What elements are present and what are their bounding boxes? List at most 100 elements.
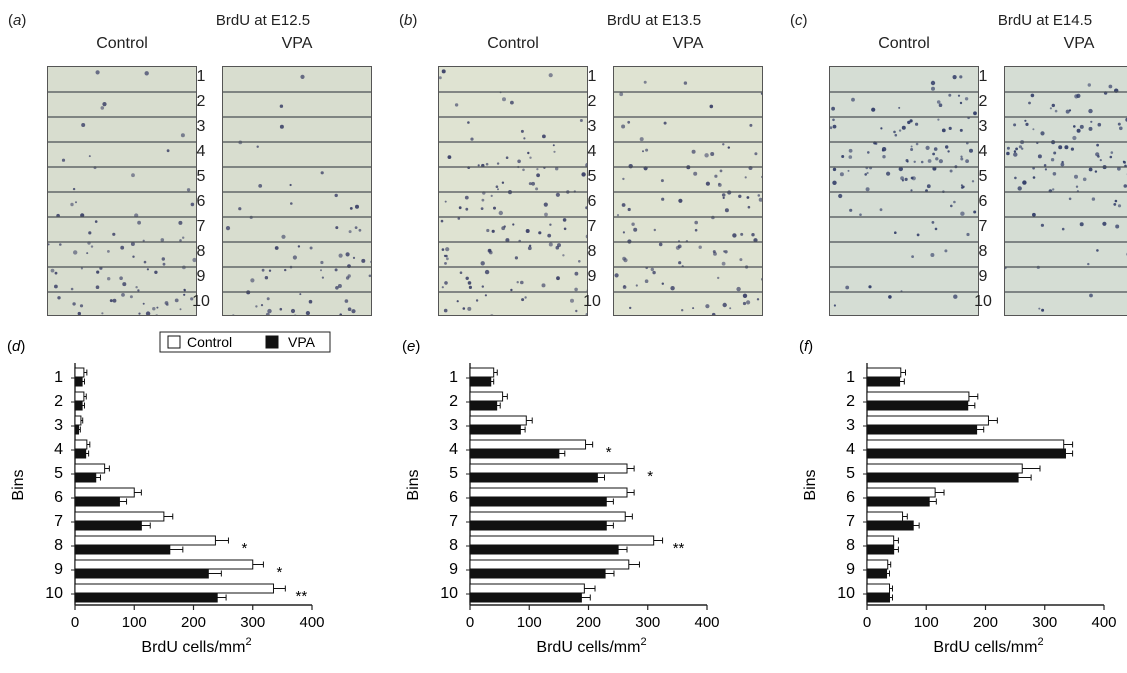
labeled-cell [266, 297, 270, 301]
labeled-cell [1095, 152, 1100, 157]
labeled-cell [260, 304, 264, 307]
bar-control [469, 511, 626, 522]
bar-control [866, 463, 1023, 474]
labeled-cell [95, 70, 100, 75]
bar-control [469, 367, 495, 378]
labeled-cell [183, 288, 186, 292]
labeled-cell [445, 247, 450, 252]
labeled-cell [70, 202, 74, 207]
labeled-cell [1079, 222, 1084, 227]
labeled-cell [505, 238, 510, 243]
labeled-cell [563, 227, 567, 231]
labeled-cell [960, 184, 963, 187]
labeled-cell [621, 203, 626, 207]
labeled-cell [154, 270, 158, 274]
labeled-cell [1087, 83, 1091, 87]
labeled-cell [279, 307, 283, 311]
significance-marker: * [647, 468, 653, 485]
labeled-cell [910, 148, 914, 151]
x-axis-label: BrdU cells/mm2 [536, 636, 646, 656]
y-tick-label: 1 [54, 369, 63, 386]
labeled-cell [871, 107, 876, 112]
labeled-cell [894, 231, 897, 234]
labeled-cell [345, 252, 350, 257]
labeled-cell [142, 302, 145, 305]
bin-number: 7 [196, 218, 206, 235]
labeled-cell [643, 80, 647, 84]
bar-vpa [469, 472, 598, 483]
labeled-cell [1117, 204, 1122, 208]
labeled-cell [54, 271, 58, 275]
x-tick-label: 100 [517, 614, 542, 631]
labeled-cell [721, 261, 726, 266]
labeled-cell [694, 228, 698, 232]
labeled-cell [232, 314, 235, 315]
x-axis-label: BrdU cells/mm2 [933, 636, 1043, 656]
labeled-cell [281, 234, 286, 239]
labeled-cell [1110, 151, 1114, 154]
labeled-cell [614, 273, 619, 278]
labeled-cell [142, 239, 145, 242]
bar-vpa [469, 424, 521, 435]
labeled-cell [542, 134, 546, 139]
labeled-cell [100, 106, 105, 110]
bar-vpa [74, 424, 80, 435]
labeled-cell [470, 137, 474, 141]
labeled-cell [832, 167, 837, 172]
labeled-cell [543, 202, 548, 207]
labeled-cell [1079, 124, 1084, 129]
bar-vpa [469, 544, 619, 555]
y-tick-label: 8 [449, 537, 458, 554]
labeled-cell [456, 300, 459, 303]
labeled-cell [652, 270, 656, 275]
labeled-cell [1087, 262, 1090, 266]
column-title-control: Control [96, 35, 148, 52]
bin-number: 8 [587, 243, 597, 260]
labeled-cell [746, 300, 751, 305]
bin-number: 10 [583, 293, 601, 310]
labeled-cell [724, 208, 729, 213]
labeled-cell [1096, 249, 1099, 252]
labeled-cell [1015, 147, 1018, 151]
labeled-cell [279, 104, 284, 108]
y-tick-label: 10 [440, 585, 458, 602]
labeled-cell [930, 253, 935, 257]
labeled-cell [1060, 162, 1065, 167]
column-title-vpa: VPA [281, 35, 313, 52]
labeled-cell [475, 299, 479, 302]
labeled-cell [80, 213, 85, 218]
labeled-cell [556, 276, 560, 281]
labeled-cell [1088, 167, 1093, 172]
labeled-cell [443, 308, 448, 313]
labeled-cell [1014, 176, 1017, 180]
labeled-cell [166, 149, 170, 153]
labeled-cell [1102, 221, 1107, 226]
labeled-cell [121, 293, 125, 297]
panel-letter-text: b [404, 12, 413, 29]
bin-number: 7 [978, 218, 988, 235]
labeled-cell [756, 298, 760, 301]
labeled-cell [510, 288, 513, 292]
labeled-cell [261, 268, 265, 272]
labeled-cell [746, 196, 750, 199]
bin-number: 2 [978, 93, 988, 110]
labeled-cell [670, 286, 675, 291]
labeled-cell [747, 205, 751, 209]
labeled-cell [120, 245, 125, 250]
labeled-cell [299, 293, 302, 296]
labeled-cell [96, 270, 100, 274]
labeled-cell [444, 281, 448, 285]
labeled-cell [915, 142, 919, 146]
labeled-cell [562, 254, 565, 257]
y-tick-label: 2 [449, 393, 458, 410]
labeled-cell [238, 207, 242, 211]
labeled-cell [514, 256, 518, 260]
y-tick-label: 4 [54, 441, 63, 458]
bar-vpa [74, 568, 209, 579]
labeled-cell [516, 281, 519, 284]
column-title-vpa: VPA [1063, 35, 1095, 52]
labeled-cell [841, 155, 845, 158]
labeled-cell [1123, 184, 1127, 188]
labeled-cell [255, 305, 258, 308]
labeled-cell [300, 74, 305, 79]
